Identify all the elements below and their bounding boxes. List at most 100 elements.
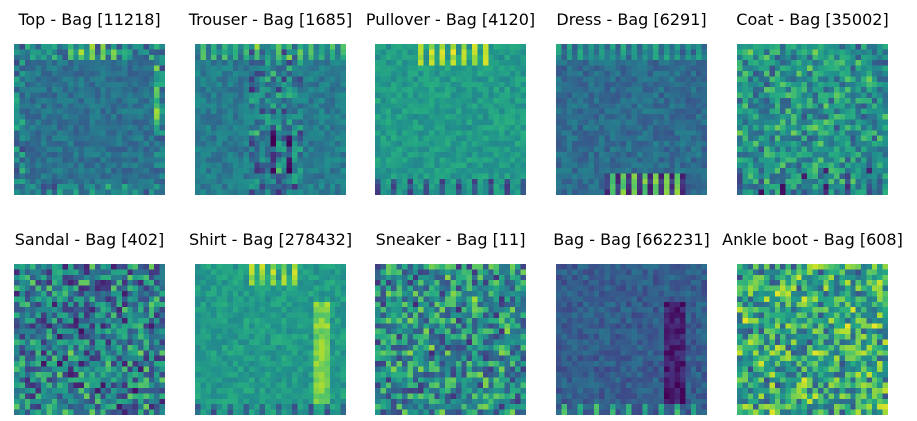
heatmap-cell	[105, 307, 112, 313]
heatmap-cell	[412, 87, 419, 93]
heatmap-cell	[588, 81, 594, 88]
heatmap-cell	[690, 87, 697, 93]
heatmap-cell	[823, 70, 829, 77]
heatmap-cell	[195, 290, 201, 297]
heatmap-cell	[132, 178, 139, 185]
heatmap-cell	[855, 70, 862, 77]
heatmap-cell	[94, 60, 101, 66]
heatmap-cell	[116, 157, 122, 163]
heatmap-cell	[423, 146, 429, 152]
heatmap-cell	[154, 162, 160, 169]
heatmap-cell	[132, 280, 139, 286]
heatmap-cell	[817, 130, 824, 136]
heatmap-cell	[30, 274, 36, 281]
heatmap-cell	[116, 146, 122, 152]
heatmap-cell	[116, 296, 122, 302]
heatmap-cell	[308, 146, 314, 152]
heatmap-cell	[742, 65, 748, 71]
heatmap-cell	[434, 70, 440, 77]
heatmap-cell	[604, 124, 610, 131]
heatmap-cell	[631, 70, 637, 77]
heatmap-cell	[313, 108, 320, 115]
heatmap-cell	[493, 49, 500, 55]
heatmap-cell	[329, 130, 336, 136]
heatmap-cell	[111, 361, 117, 367]
heatmap-cell	[844, 49, 851, 55]
heatmap-cell	[472, 151, 478, 158]
heatmap-cell	[556, 119, 562, 125]
heatmap-cell	[265, 173, 271, 179]
heatmap-cell	[340, 162, 346, 169]
heatmap-cell	[221, 76, 228, 82]
heatmap-cell	[461, 92, 467, 98]
heatmap-cell	[46, 274, 52, 281]
heatmap-cell	[143, 377, 149, 383]
heatmap-cell	[138, 130, 144, 136]
heatmap-cell	[105, 189, 112, 195]
heatmap-cell	[812, 189, 818, 195]
heatmap-cell	[200, 146, 206, 152]
heatmap-cell	[248, 60, 255, 66]
heatmap-cell	[834, 49, 840, 55]
heatmap-cell	[35, 339, 41, 345]
heatmap-cell	[472, 119, 478, 125]
heatmap-cell	[769, 178, 775, 185]
heatmap-cell	[329, 307, 336, 313]
heatmap-cell	[423, 92, 429, 98]
heatmap-cell	[434, 168, 440, 174]
heatmap-cell	[159, 114, 165, 120]
heatmap-cell	[620, 162, 627, 169]
heatmap-cell	[340, 44, 346, 50]
heatmap-cell	[132, 151, 139, 158]
heatmap-cell	[281, 108, 287, 115]
heatmap-trouser	[195, 44, 346, 195]
heatmap-cell	[62, 404, 68, 410]
heatmap-cell	[211, 60, 217, 66]
heatmap-cell	[515, 70, 521, 77]
heatmap-cell	[488, 184, 494, 190]
heatmap-cell	[67, 87, 74, 93]
heatmap-cell	[445, 146, 451, 152]
heatmap-cell	[466, 168, 473, 174]
heatmap-cell	[839, 81, 845, 88]
heatmap-cell	[401, 49, 408, 55]
heatmap-cell	[663, 168, 670, 174]
heatmap-cell	[685, 157, 691, 163]
heatmap-cell	[685, 60, 691, 66]
heatmap-cell	[254, 135, 260, 142]
heatmap-cell	[742, 119, 748, 125]
heatmap-cell	[292, 119, 298, 125]
heatmap-cell	[265, 108, 271, 115]
heatmap-cell	[51, 146, 58, 152]
heatmap-cell	[769, 76, 775, 82]
heatmap-cell	[396, 81, 402, 88]
heatmap-cell	[674, 70, 681, 77]
heatmap-cell	[62, 87, 68, 93]
heatmap-cell	[461, 173, 467, 179]
heatmap-pullover	[375, 44, 526, 195]
heatmap-cell	[653, 81, 659, 88]
heatmap-cell	[615, 162, 621, 169]
heatmap-cell	[57, 323, 63, 329]
heatmap-cell	[572, 162, 578, 169]
heatmap-cell	[690, 60, 697, 66]
heatmap-cell	[834, 141, 840, 147]
heatmap-cell	[84, 382, 90, 389]
heatmap-cell	[138, 328, 144, 335]
heatmap-cell	[696, 189, 702, 195]
heatmap-cell	[423, 44, 429, 50]
heatmap-cell	[148, 119, 155, 125]
heatmap-cell	[116, 355, 122, 362]
heatmap-cell	[143, 301, 149, 308]
heatmap-cell	[620, 146, 627, 152]
heatmap-cell	[297, 264, 303, 270]
heatmap-cell	[839, 189, 845, 195]
heatmap-cell	[67, 76, 74, 82]
heatmap-cell	[94, 135, 101, 142]
heatmap-cell	[817, 178, 824, 185]
heatmap-cell	[308, 76, 314, 82]
heatmap-cell	[84, 296, 90, 302]
heatmap-cell	[148, 328, 155, 335]
heatmap-cell	[46, 285, 52, 291]
heatmap-cell	[401, 60, 408, 66]
